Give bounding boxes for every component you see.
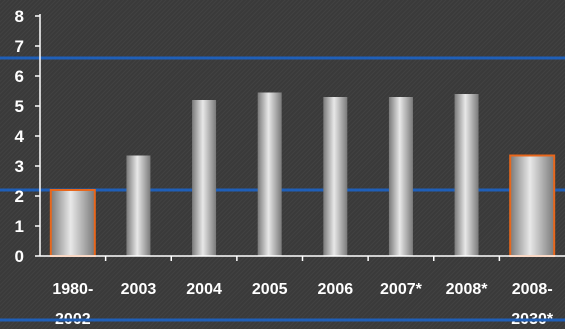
x-category-label-5-0: 2007*	[380, 281, 423, 298]
x-category-label-1-0: 2003	[121, 281, 157, 298]
y-tick-label-6: 6	[15, 67, 24, 86]
bar-4	[323, 97, 348, 256]
bar-3	[257, 92, 282, 256]
bar-5	[388, 97, 413, 256]
x-category-label-6-0: 2008*	[446, 281, 489, 298]
y-tick-label-1: 1	[15, 217, 24, 236]
bars	[49, 92, 556, 257]
x-category-label-3-0: 2005	[252, 281, 288, 298]
bar-2	[192, 100, 217, 256]
y-tick-label-0: 0	[15, 247, 24, 266]
y-tick-label-3: 3	[15, 157, 24, 176]
y-tick-label-5: 5	[15, 97, 24, 116]
y-tick-labels: 0 1 2 3 4 5 6 7 8	[15, 7, 40, 266]
y-tick-label-8: 8	[15, 7, 24, 26]
y-tick-label-2: 2	[15, 187, 24, 206]
y-tick-label-7: 7	[15, 37, 24, 56]
bar-6	[454, 94, 479, 256]
bar-0	[49, 189, 96, 257]
x-category-label-0-0: 1980-	[52, 281, 93, 298]
bar-1	[126, 155, 151, 256]
reference-lines	[0, 56, 565, 192]
x-category-label-4-0: 2006	[318, 281, 354, 298]
y-tick-label-4: 4	[15, 127, 25, 146]
x-category-label-2-0: 2004	[186, 281, 222, 298]
x-category-label-7-0: 2008-	[512, 281, 553, 298]
axes	[39, 14, 565, 261]
bar-7	[509, 154, 556, 257]
